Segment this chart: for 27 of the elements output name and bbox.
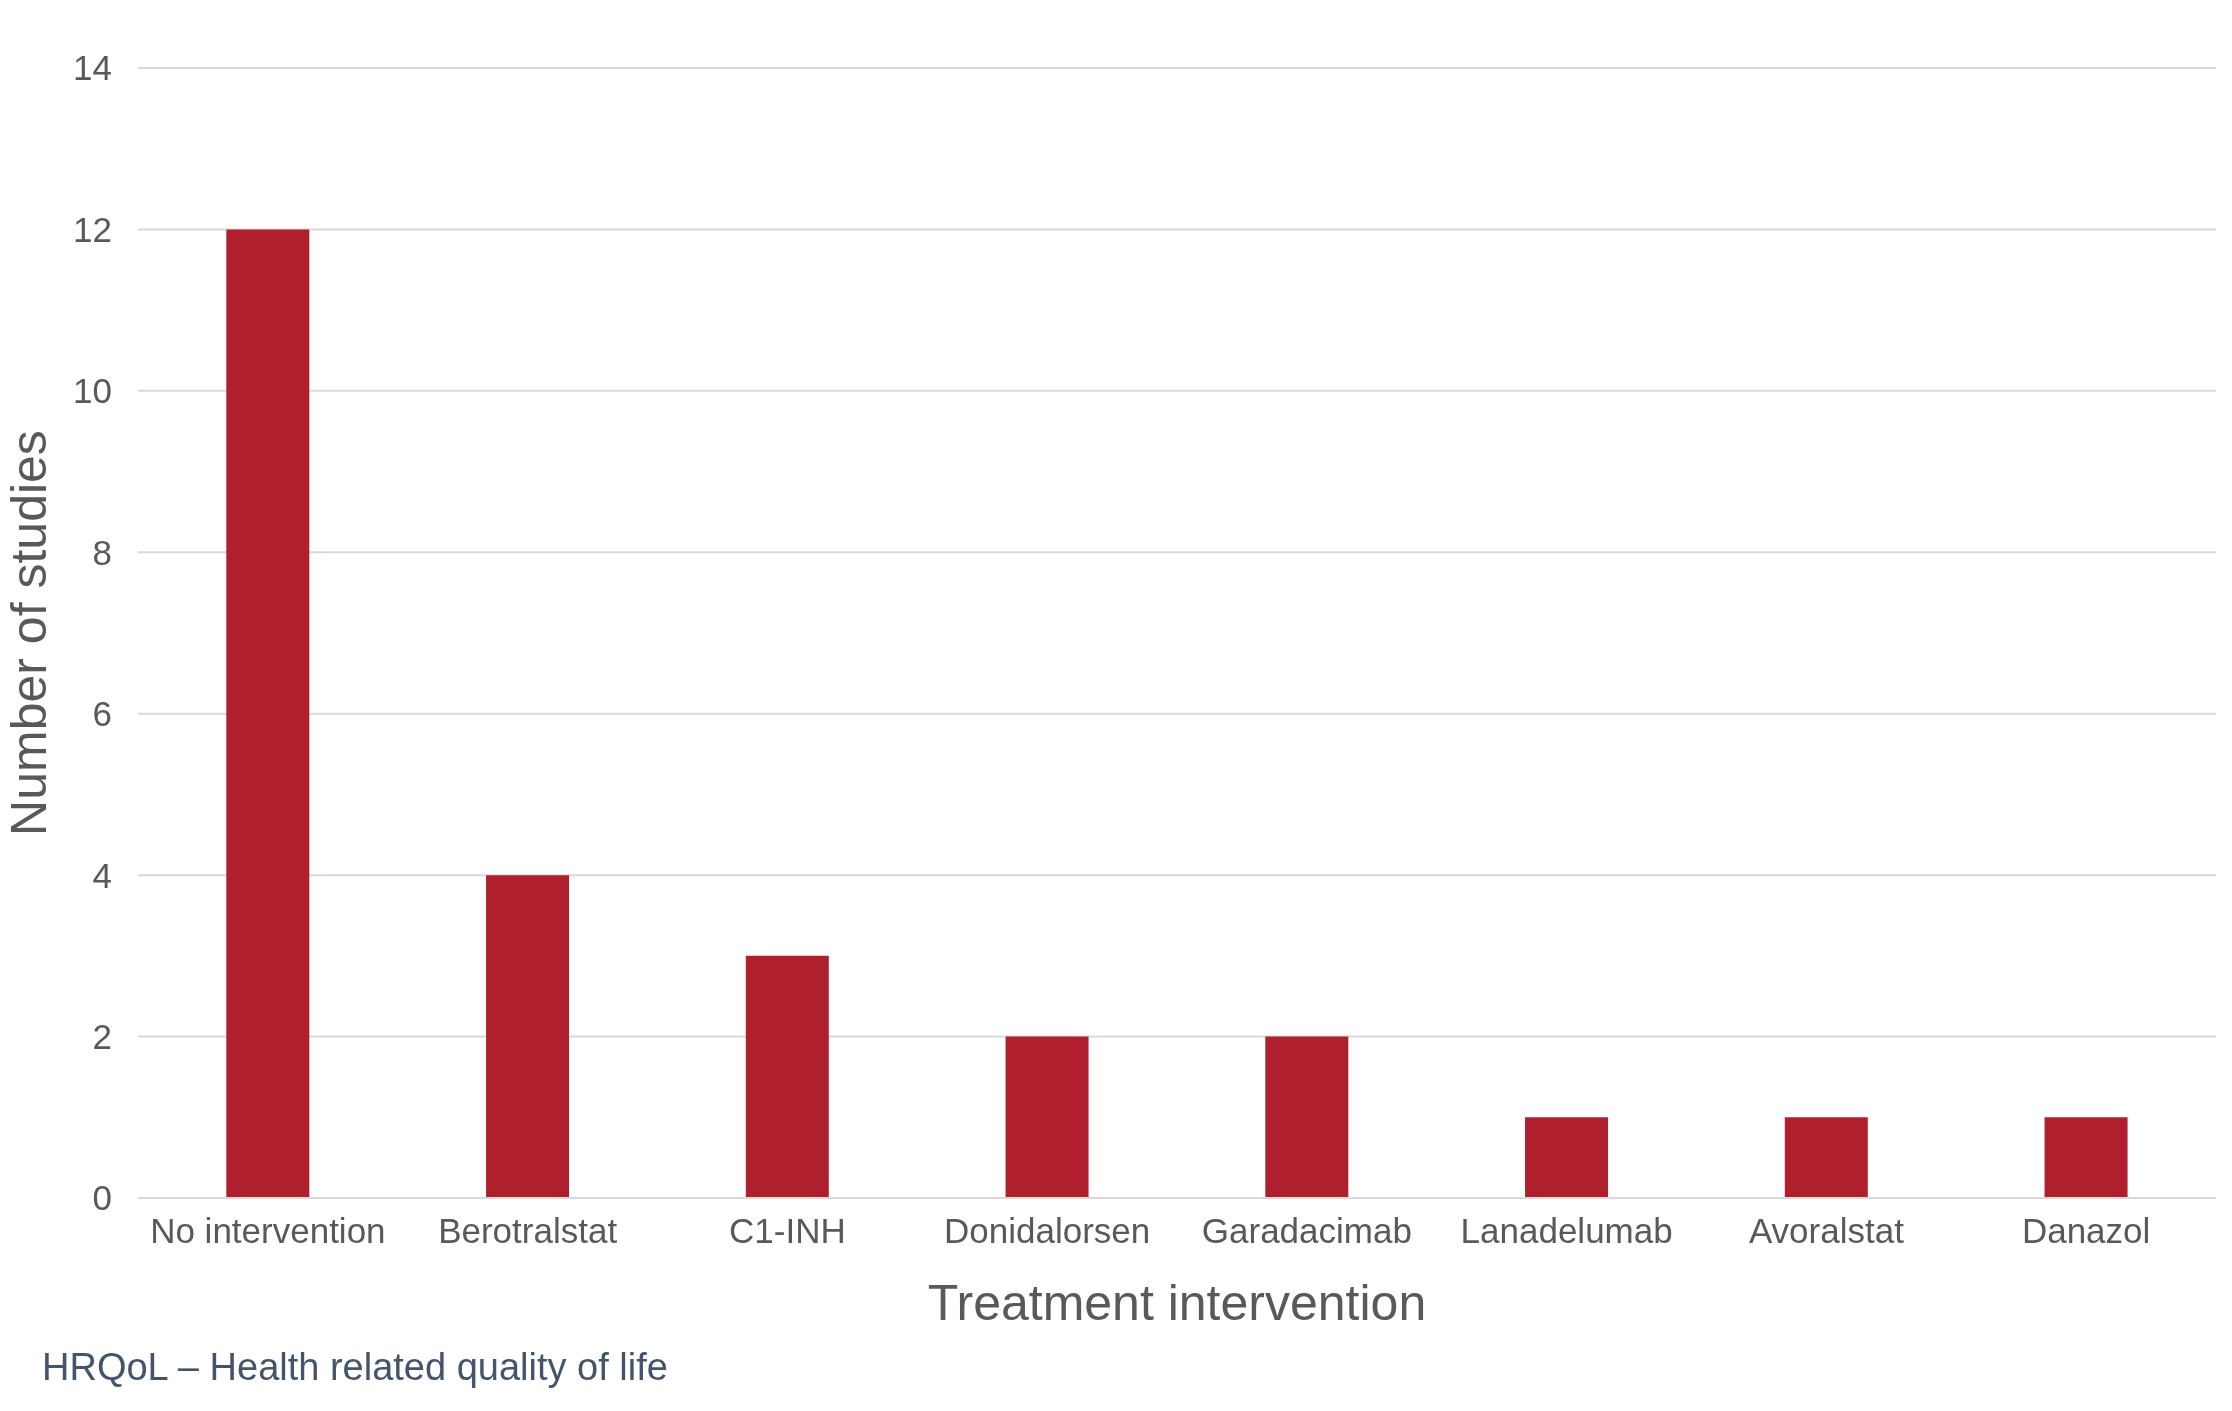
bar: [486, 875, 570, 1198]
x-tick-label: No intervention: [150, 1210, 386, 1250]
y-tick-label: 14: [73, 48, 112, 88]
bar: [1265, 1036, 1349, 1198]
bar: [226, 229, 310, 1198]
x-tick-label: Garadacimab: [1201, 1210, 1412, 1250]
bar: [1784, 1117, 1868, 1198]
y-tick-label: 8: [92, 532, 112, 572]
x-tick-label: Danazol: [2021, 1210, 2151, 1250]
y-tick-label: 12: [73, 209, 112, 249]
bar: [1005, 1036, 1089, 1198]
y-tick-label: 6: [92, 694, 112, 734]
y-tick-label: 10: [73, 371, 112, 411]
x-tick-label: C1-INH: [729, 1210, 846, 1250]
y-tick-label: 2: [92, 1017, 112, 1056]
x-axis-title: Treatment intervention: [927, 1275, 1427, 1331]
bar: [2044, 1117, 2128, 1198]
x-tick-label: Berotralstat: [438, 1210, 618, 1250]
text: HRQoL – Health related quality of life: [42, 1346, 668, 1389]
x-tick-label: Lanadelumab: [1460, 1210, 1673, 1250]
y-axis-title: Number of studies: [0, 430, 57, 836]
x-tick-label: Avoralstat: [1748, 1210, 1905, 1250]
y-tick-label: 4: [92, 855, 112, 895]
bar: [745, 955, 829, 1198]
bar: [1525, 1117, 1609, 1198]
x-tick-label: Donidalorsen: [944, 1210, 1151, 1250]
y-tick-label: 0: [92, 1178, 112, 1218]
